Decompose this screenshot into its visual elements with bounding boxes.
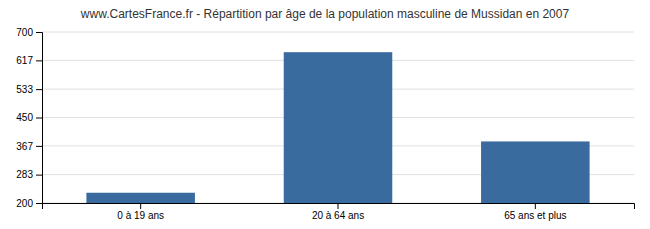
x-tick-label: 20 à 64 ans: [312, 210, 364, 221]
y-tick-mark: [36, 118, 42, 119]
y-tick: 200: [16, 198, 42, 209]
y-tick-label: 200: [16, 198, 33, 209]
x-tick-label: 65 ans et plus: [504, 210, 566, 221]
y-axis-line: [36, 33, 43, 204]
x-tick: 20 à 64 ans: [312, 203, 364, 221]
y-tick-mark: [36, 146, 42, 147]
chart-container: www.CartesFrance.fr - Répartition par âg…: [0, 0, 650, 229]
y-tick: 367: [16, 141, 42, 152]
y-tick-label: 700: [16, 27, 33, 38]
bars: [86, 52, 589, 203]
y-tick-mark: [36, 175, 42, 176]
x-tick-label: 0 à 19 ans: [117, 210, 164, 221]
y-tick: 533: [16, 84, 42, 95]
grid: [42, 32, 634, 203]
y-tick: 617: [16, 55, 42, 66]
x-axis-line: [43, 204, 635, 210]
x-axis: 0 à 19 ans 20 à 64 ans 65 ans et plus: [43, 203, 635, 221]
y-tick-label: 283: [16, 169, 33, 180]
x-tick-mark: [338, 203, 339, 209]
x-tick-mark: [535, 203, 536, 209]
y-tick: 450: [16, 112, 42, 123]
x-tick-mark: [140, 203, 141, 209]
bar: [481, 141, 590, 203]
y-tick-mark: [36, 89, 42, 90]
y-tick: 283: [16, 169, 42, 180]
bar: [284, 52, 393, 203]
y-tick-label: 367: [16, 141, 33, 152]
plot: 200 283 367 450 533 617 700 0 à 19 ans 20 à 64 a…: [16, 27, 634, 221]
title: www.CartesFrance.fr - Répartition par âg…: [80, 7, 570, 21]
y-tick-mark: [36, 32, 42, 33]
x-tick: 0 à 19 ans: [117, 203, 164, 221]
grid-line: [42, 32, 634, 33]
y-tick: 700: [16, 27, 42, 38]
y-axis: 200 283 367 450 533 617 700: [16, 27, 42, 209]
y-tick-label: 450: [16, 112, 33, 123]
y-tick-label: 617: [16, 55, 33, 66]
y-tick-mark: [36, 203, 42, 204]
y-tick-mark: [36, 60, 42, 61]
chart: www.CartesFrance.fr - Répartition par âg…: [0, 0, 650, 229]
x-tick: 65 ans et plus: [504, 203, 566, 221]
y-tick-label: 533: [16, 84, 33, 95]
bar: [86, 193, 195, 203]
